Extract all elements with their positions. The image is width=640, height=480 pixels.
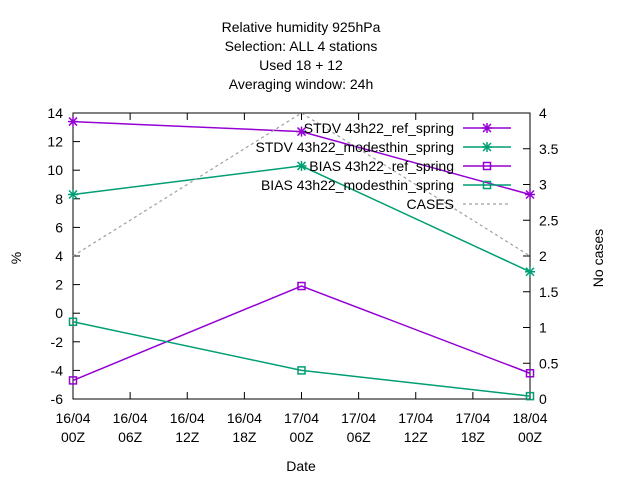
title-line: Relative humidity 925hPa	[222, 19, 381, 35]
legend-label: STDV 43h22_ref_spring	[304, 120, 454, 136]
y-tick-label: 12	[47, 134, 63, 150]
y2-tick-label: 3.5	[539, 141, 559, 157]
y-tick-label: -6	[51, 391, 64, 407]
data-point-star	[525, 189, 535, 200]
y2-tick-label: 2	[539, 248, 547, 264]
legend-label: BIAS 43h22_ref_spring	[309, 158, 454, 174]
legend-entry: STDV 43h22_ref_spring	[304, 120, 511, 136]
title-line: Used 18 + 12	[259, 57, 343, 73]
legend-entry: STDV 43h22_modesthin_spring	[256, 139, 511, 155]
data-point-square	[68, 317, 78, 327]
x-tick-label-date: 17/04	[341, 410, 376, 426]
data-point-square	[297, 366, 306, 375]
title-line: Selection: ALL 4 stations	[225, 38, 378, 54]
x-tick-label-hour: 12Z	[404, 429, 429, 445]
series-2	[68, 281, 535, 385]
y2-tick-label: 0	[539, 391, 547, 407]
y-tick-label: 6	[55, 219, 63, 235]
series-3	[68, 317, 535, 401]
x-axis-label: Date	[286, 458, 316, 474]
data-point-star	[482, 123, 492, 133]
y-tick-label: 10	[47, 162, 63, 178]
x-tick-label-date: 16/04	[113, 410, 148, 426]
y2-tick-label: 3	[539, 177, 547, 193]
x-tick-label-hour: 06Z	[118, 429, 143, 445]
x-tick-label-date: 18/04	[512, 410, 547, 426]
title-line: Averaging window: 24h	[229, 76, 374, 92]
legend-entry: BIAS 43h22_modesthin_spring	[261, 177, 511, 193]
x-tick-label-hour: 00Z	[518, 429, 543, 445]
x-tick-label-date: 17/04	[455, 410, 490, 426]
legend-label: BIAS 43h22_modesthin_spring	[261, 177, 454, 193]
data-point-square	[525, 369, 535, 378]
y-tick-label: -4	[51, 362, 64, 378]
legend-label: STDV 43h22_modesthin_spring	[256, 139, 454, 155]
x-tick-label-date: 16/04	[227, 410, 262, 426]
y-tick-label: 0	[55, 305, 63, 321]
x-tick-label-hour: 18Z	[461, 429, 486, 445]
series-1	[68, 160, 535, 277]
y2-tick-label: 1.5	[539, 284, 559, 300]
data-point-star	[525, 266, 535, 277]
x-tick-label-hour: 00Z	[61, 429, 86, 445]
y-tick-label: -2	[51, 334, 64, 350]
series-line	[72, 321, 531, 397]
plot-border	[72, 112, 531, 400]
series-layer	[68, 112, 535, 401]
y-axis-label: %	[8, 252, 24, 264]
x-tick-label-hour: 12Z	[175, 429, 200, 445]
x-tick-label-date: 16/04	[170, 410, 205, 426]
data-point-square	[68, 376, 78, 385]
chart-title: Relative humidity 925hPa Selection: ALL 4…	[222, 19, 381, 92]
data-point-star	[68, 189, 78, 200]
data-point-square	[482, 161, 492, 171]
y-tick-label: 4	[55, 248, 63, 264]
y-tick-label: 8	[55, 191, 63, 207]
data-point-star	[482, 142, 492, 152]
x-tick-label-date: 17/04	[284, 410, 319, 426]
legend-label: CASES	[407, 196, 454, 212]
y2-tick-label: 0.5	[539, 355, 559, 371]
x-tick-label-date: 17/04	[398, 410, 433, 426]
plot-area: -6 -4 -2 0 2 4 6 8 10 12 14 0 0.5 1 1.5 2 2.5 3 3.5 4 16/04 0…	[47, 105, 558, 445]
y2-tick-label: 1	[539, 320, 547, 336]
x-tick-label-hour: 06Z	[347, 429, 372, 445]
data-point-square	[297, 281, 306, 291]
data-point-square	[482, 180, 492, 190]
data-point-star	[68, 116, 78, 127]
series-line	[72, 285, 531, 382]
series-0	[68, 116, 535, 200]
data-point-square	[525, 391, 535, 401]
y2-axis-label: No cases	[590, 229, 606, 287]
y2-tick-label: 2.5	[539, 212, 559, 228]
y-tick-label: 14	[47, 105, 63, 121]
y2-tick-label: 4	[539, 105, 547, 121]
legend: STDV 43h22_ref_spring STDV 43h22_modesthi…	[256, 120, 511, 212]
x-tick-label-hour: 00Z	[289, 429, 314, 445]
data-point-star	[296, 160, 307, 171]
y-tick-label: 2	[55, 277, 63, 293]
x-tick-label-date: 16/04	[55, 410, 90, 426]
x-tick-label-hour: 18Z	[232, 429, 257, 445]
legend-entry: BIAS 43h22_ref_spring	[309, 158, 511, 174]
legend-entry: CASES	[407, 196, 511, 212]
data-point-star	[296, 126, 307, 137]
